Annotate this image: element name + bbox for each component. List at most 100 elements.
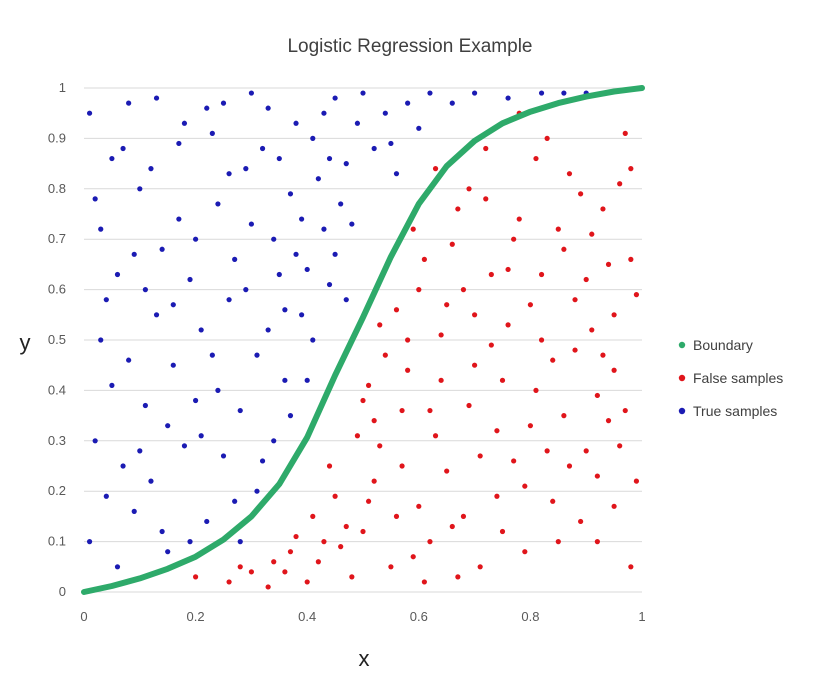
true-sample-point (265, 327, 271, 333)
false-sample-point (483, 145, 489, 152)
true-sample-point (98, 226, 104, 232)
true-sample-point (187, 539, 193, 545)
false-sample-point (432, 166, 439, 172)
true-sample-point (304, 377, 310, 383)
false-sample-point (488, 342, 494, 348)
x-tick-label: 1 (638, 609, 645, 624)
true-sample-point (170, 362, 176, 368)
true-sample-point (371, 145, 377, 152)
false-sample-point (304, 579, 310, 585)
false-sample-point (371, 418, 377, 424)
false-sample-point (405, 337, 411, 343)
chart-title: Logistic Regression Example (287, 36, 532, 57)
true-sample-point (393, 171, 400, 177)
true-sample-point (137, 186, 143, 192)
y-tick-label: 0.6 (48, 282, 66, 297)
false-sample-point (248, 569, 254, 575)
true-sample-point (181, 443, 188, 449)
false-sample-point (594, 539, 600, 545)
false-sample-point (488, 271, 494, 278)
true-sample-point (153, 312, 160, 318)
true-sample-point (310, 135, 316, 141)
false-sample-point (399, 407, 405, 414)
true-sample-point (237, 407, 243, 414)
y-tick-labels: 0 0.1 0.2 0.3 0.4 0.5 0.6 0.7 0.8 0.9 1 (48, 80, 66, 599)
false-sample-point (472, 312, 478, 318)
true-sample-point (538, 90, 545, 96)
true-sample-point (92, 438, 98, 444)
false-sample-point (544, 448, 550, 454)
true-sample-point (287, 191, 294, 197)
false-sample-point (550, 498, 556, 504)
true-sample-point (299, 216, 305, 222)
true-sample-point (343, 297, 349, 303)
true-sample-point (276, 271, 282, 278)
true-samples-series (86, 90, 589, 570)
false-sample-point (282, 569, 288, 575)
legend-marker (678, 407, 686, 415)
true-sample-point (243, 287, 249, 293)
true-sample-point (561, 90, 567, 96)
false-sample-point (293, 533, 299, 540)
true-sample-point (215, 387, 221, 393)
false-sample-point (399, 463, 405, 469)
true-sample-point (310, 337, 316, 343)
x-tick-label: 0.6 (410, 609, 428, 624)
boundary-line (81, 85, 645, 595)
false-sample-point (237, 564, 243, 570)
y-tick-label: 0.9 (48, 130, 66, 145)
false-sample-point (338, 544, 344, 550)
true-sample-point (332, 95, 338, 101)
false-sample-point (427, 539, 433, 545)
false-sample-point (343, 523, 349, 530)
false-sample-point (449, 523, 455, 530)
false-sample-point (572, 297, 578, 303)
true-sample-point (86, 539, 93, 545)
false-sample-point (561, 413, 567, 419)
y-tick-label: 0.2 (48, 483, 66, 498)
true-sample-point (416, 125, 422, 131)
false-sample-point (310, 513, 316, 520)
true-sample-point (126, 357, 132, 363)
false-sample-point (583, 448, 589, 454)
false-sample-point (416, 503, 422, 509)
false-sample-point (578, 518, 584, 525)
false-sample-point (544, 135, 550, 141)
true-sample-point (265, 105, 271, 111)
true-sample-point (148, 478, 154, 484)
true-sample-point (92, 196, 98, 202)
true-sample-point (98, 337, 104, 343)
x-tick-label: 0.2 (187, 609, 205, 624)
false-sample-point (561, 246, 567, 252)
true-sample-point (114, 564, 121, 570)
true-sample-point (282, 377, 288, 383)
false-sample-point (315, 559, 321, 565)
false-sample-point (427, 407, 433, 414)
false-sample-point (444, 302, 450, 308)
false-sample-point (611, 367, 617, 373)
true-sample-point (505, 95, 511, 101)
false-sample-point (516, 216, 522, 222)
true-sample-point (103, 493, 109, 499)
true-sample-point (232, 498, 238, 504)
false-sample-point (505, 266, 511, 273)
false-sample-point (611, 312, 617, 318)
false-sample-point (628, 564, 634, 570)
true-sample-point (472, 90, 478, 96)
true-sample-point (187, 276, 193, 283)
true-sample-point (360, 90, 366, 96)
true-sample-point (209, 130, 215, 136)
true-sample-point (142, 402, 148, 409)
true-sample-point (204, 518, 210, 525)
false-sample-point (321, 539, 327, 545)
false-sample-point (583, 276, 589, 283)
false-sample-point (628, 256, 634, 262)
false-sample-point (633, 478, 640, 484)
x-tick-labels: 0 0.2 0.4 0.6 0.8 1 (80, 609, 645, 624)
true-sample-point (293, 251, 299, 257)
true-sample-point (254, 488, 260, 494)
x-tick-label: 0 (80, 609, 87, 624)
false-sample-point (600, 206, 606, 212)
legend-label: True samples (693, 403, 777, 419)
